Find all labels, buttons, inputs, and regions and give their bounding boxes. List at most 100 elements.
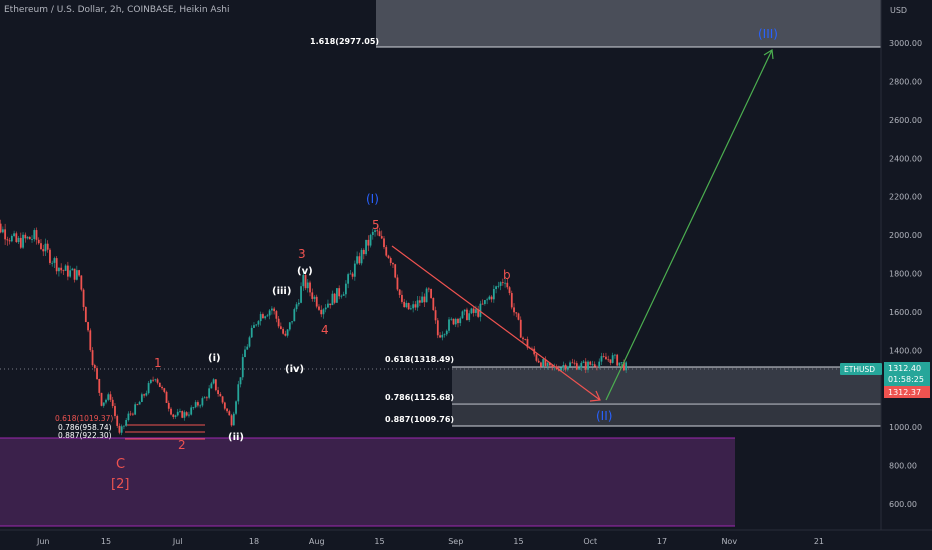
candle-body [524,339,527,340]
candle-body [152,379,154,381]
candle-body [176,411,179,416]
small-fib-618-label: 0.618(1019.37) [55,414,113,423]
time-tick-label: Jun [36,537,50,546]
candle-body [596,366,598,368]
time-tick-label: Sep [448,537,463,546]
candle-body [44,243,47,252]
candle-body [1,229,4,233]
wave-I-label: (I) [366,192,379,206]
time-tick-label: Nov [721,537,737,546]
candle-body [427,288,430,290]
candle-body [566,366,569,370]
candle-body [129,413,132,415]
candle-body [573,362,576,364]
candle-body [69,270,72,277]
candle-body [297,302,300,305]
candle-body [443,334,446,336]
fib-786-label: 0.786(1125.68) [385,393,454,402]
candle-body [100,392,103,406]
candle-body [342,294,345,296]
candle-body [522,337,524,340]
wave-2-major-label: [2] [111,477,129,492]
time-axis[interactable]: Jun 15 Jul 18 Aug 15 Sep 15 Oct 17 Nov 21 [0,529,932,546]
candle-body [40,243,42,250]
candle-body [210,383,213,389]
candle-body [486,299,489,301]
candle-body [190,407,193,415]
candle-body [82,289,85,307]
wave-3-label: 3 [298,247,306,261]
candle-body [508,287,511,294]
candle-body [96,368,98,379]
symbol-tag-bg [840,363,882,375]
candle-body [475,309,477,313]
candle-body [542,359,545,367]
candle-body [551,365,554,368]
candle-body [371,231,374,235]
candles [0,219,628,436]
candle-body [154,379,157,381]
time-tick-label: 18 [249,537,259,546]
currency-label: USD [890,6,907,15]
candle-body [149,379,152,384]
candle-body [483,300,486,304]
candle-body [156,379,159,383]
price-tick-label: 600.00 [889,500,917,509]
candle-body [205,397,208,399]
candle-body [470,308,473,314]
candle-body [24,234,27,239]
candle-body [535,354,538,361]
candle-body [322,309,325,315]
candle-body [481,303,484,305]
candle-body [228,411,231,416]
candle-body [320,309,323,315]
candle-body [329,303,332,306]
candle-body [295,304,298,310]
candle-body [214,379,217,391]
candle-body [609,359,612,363]
candle-body [266,315,269,317]
candle-body [560,367,563,371]
candle-body [62,270,65,272]
candle-body [344,283,347,295]
candle-body [620,362,623,363]
candle-body [33,230,36,240]
candle-body [221,396,224,403]
candle-body [351,273,354,277]
candle-body [356,256,358,264]
candle-body [418,300,421,303]
candle-body [257,321,260,325]
candle-body [98,378,101,393]
subwave-v-label: (v) [297,266,313,277]
price-tick-label: 800.00 [889,462,917,471]
candle-body [463,309,466,312]
candle-body [526,339,529,348]
wave-c-label: C [116,457,125,472]
candle-body [183,412,186,418]
candle-body [416,300,419,308]
price-tag-bg [884,362,930,386]
candle-body [66,265,69,277]
candle-body [544,359,547,366]
candle-body [392,262,394,265]
candle-body [318,306,320,310]
candle-body [194,402,197,408]
price-axis[interactable]: 600.00800.001000.001200.001400.001600.00… [880,0,922,530]
candle-body [622,362,625,371]
candle-body [383,238,385,248]
candle-body [410,308,412,310]
candle-body [378,231,381,237]
candle-body [73,268,76,280]
time-tick-label: 21 [814,537,824,546]
candle-body [199,405,202,407]
candle-body [35,230,38,240]
time-tick-label: 15 [374,537,384,546]
candle-body [578,367,580,370]
candle-body [358,256,361,264]
projection-arrow [605,49,773,401]
symbol-tag: ETHUSD [844,365,875,374]
price-tick-label: 1000.00 [889,423,922,432]
candle-body [230,415,233,426]
